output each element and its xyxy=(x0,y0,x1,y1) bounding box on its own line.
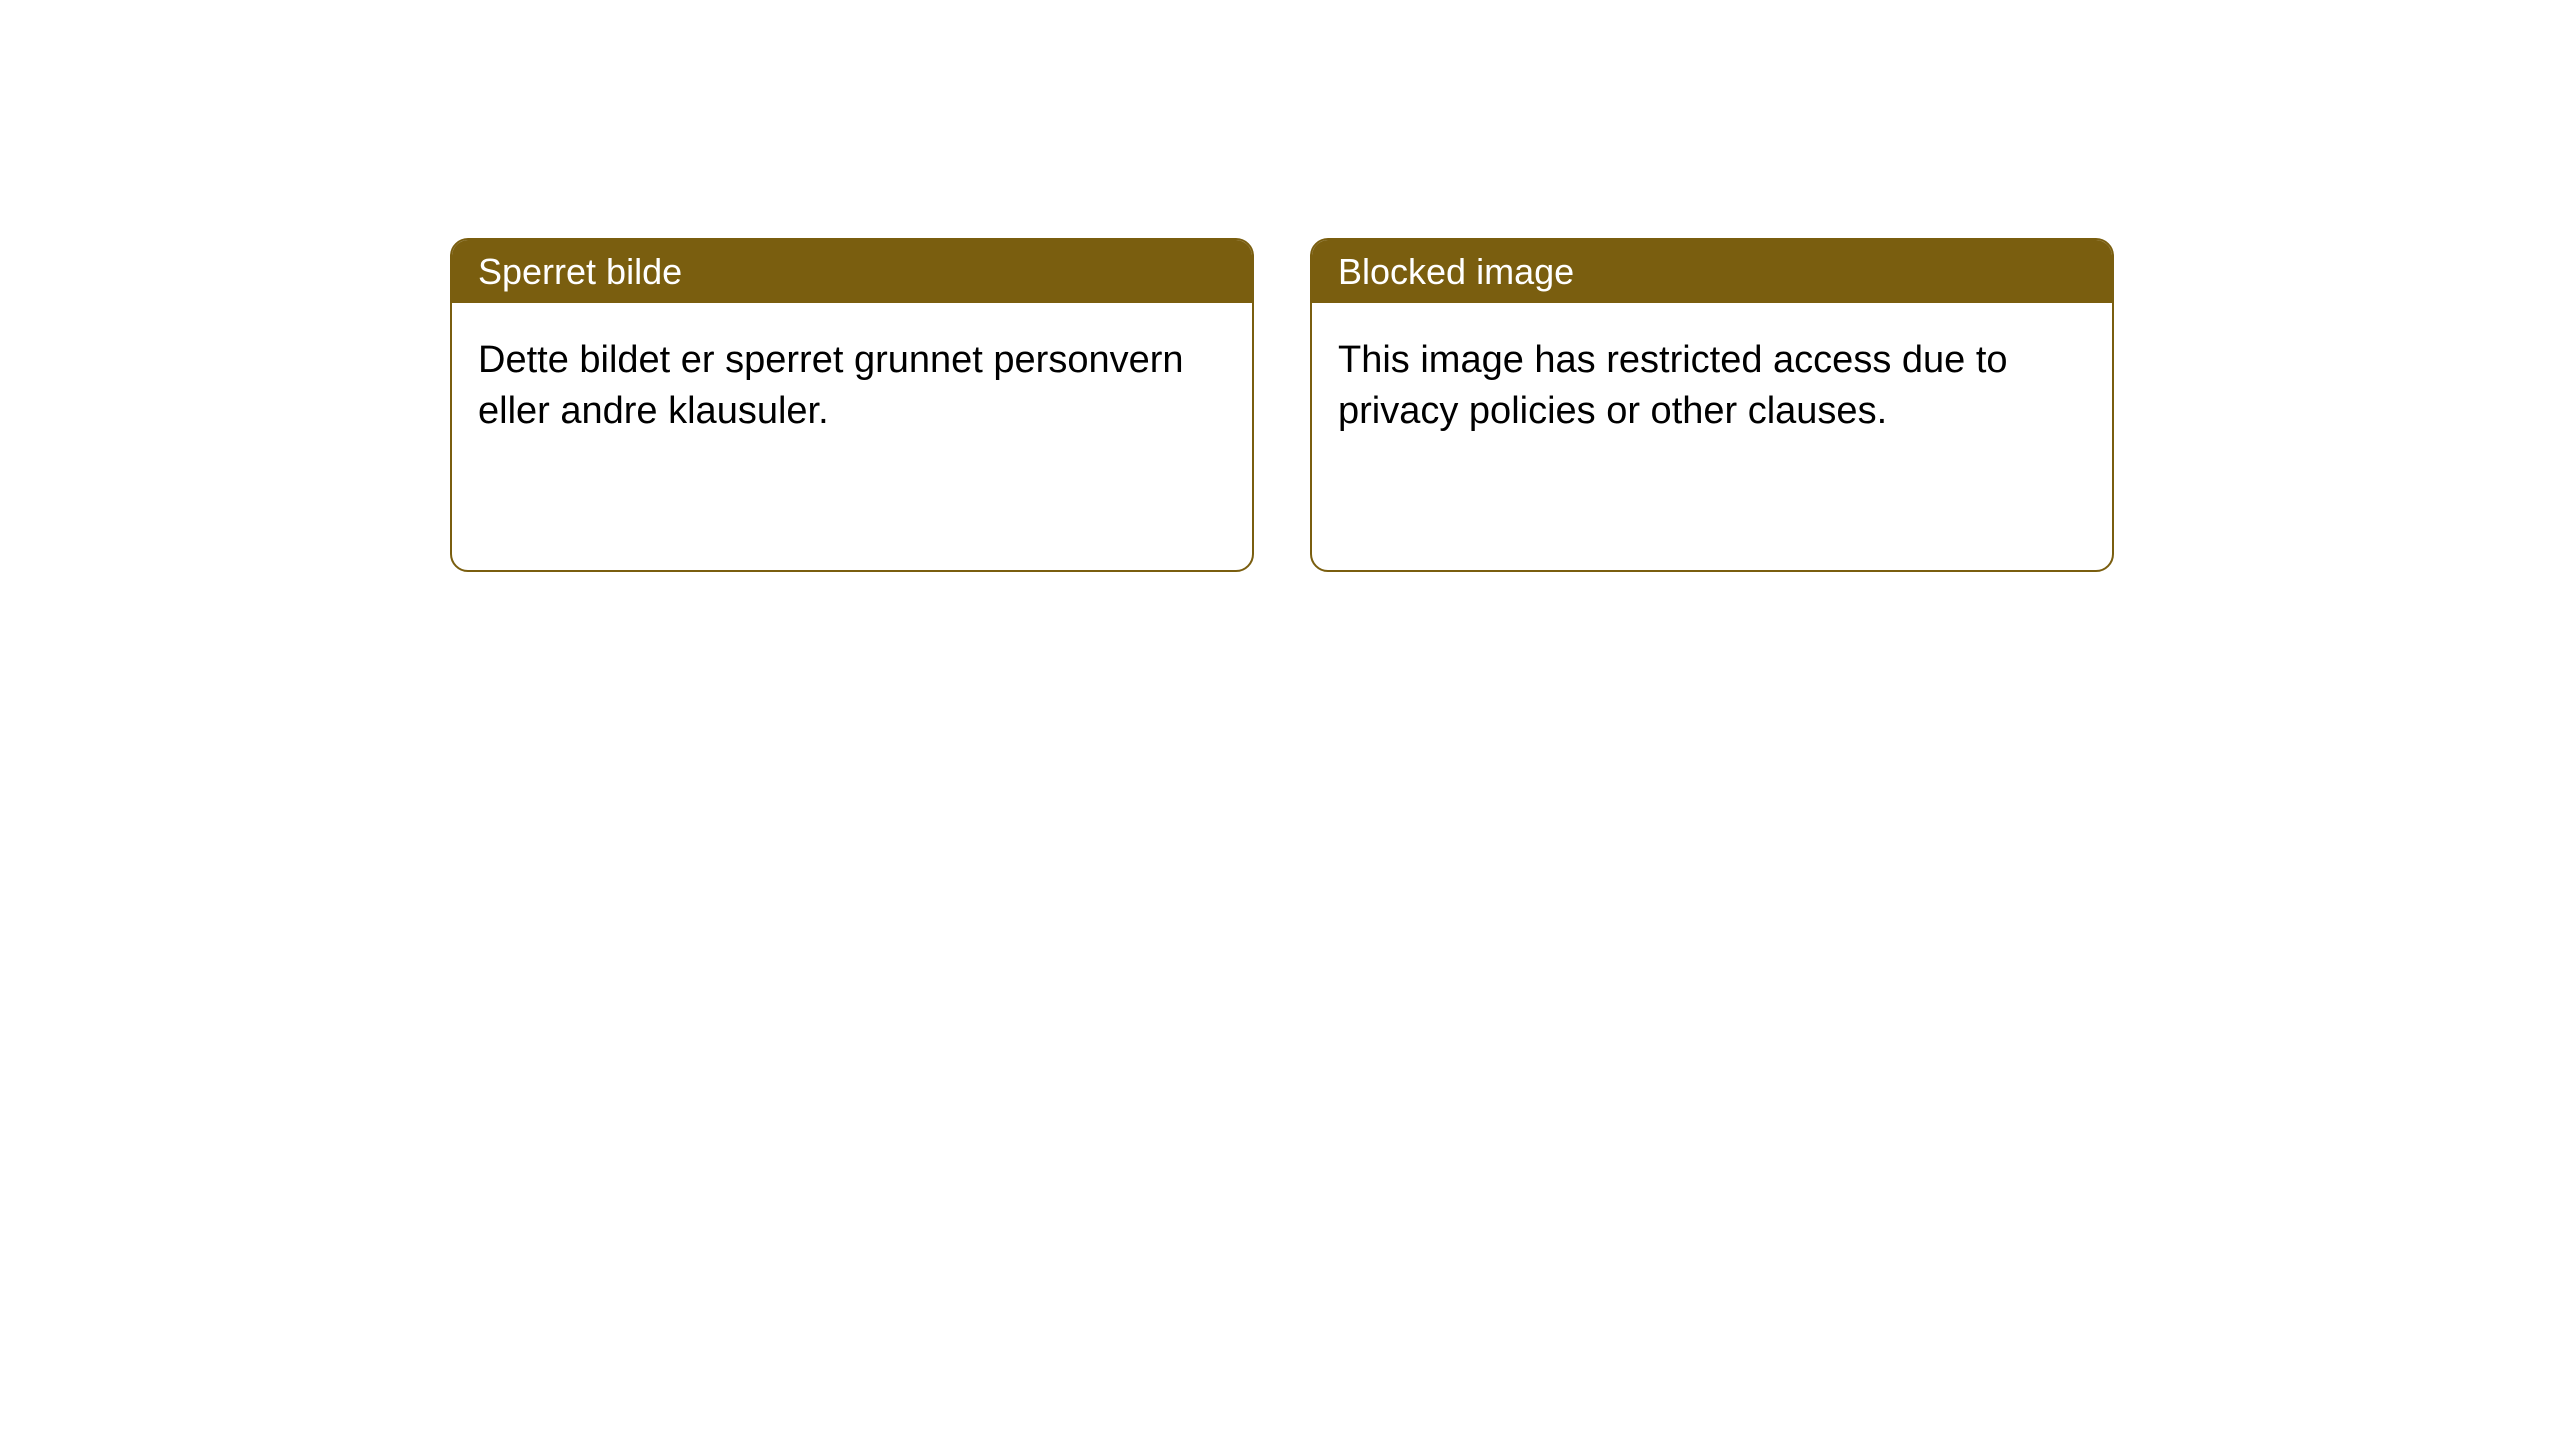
blocked-image-card-norwegian: Sperret bilde Dette bildet er sperret gr… xyxy=(450,238,1254,572)
card-header-english: Blocked image xyxy=(1312,240,2112,303)
blocked-image-card-english: Blocked image This image has restricted … xyxy=(1310,238,2114,572)
card-body-english: This image has restricted access due to … xyxy=(1312,303,2112,470)
card-header-norwegian: Sperret bilde xyxy=(452,240,1252,303)
notice-cards-container: Sperret bilde Dette bildet er sperret gr… xyxy=(0,0,2560,572)
card-body-norwegian: Dette bildet er sperret grunnet personve… xyxy=(452,303,1252,470)
